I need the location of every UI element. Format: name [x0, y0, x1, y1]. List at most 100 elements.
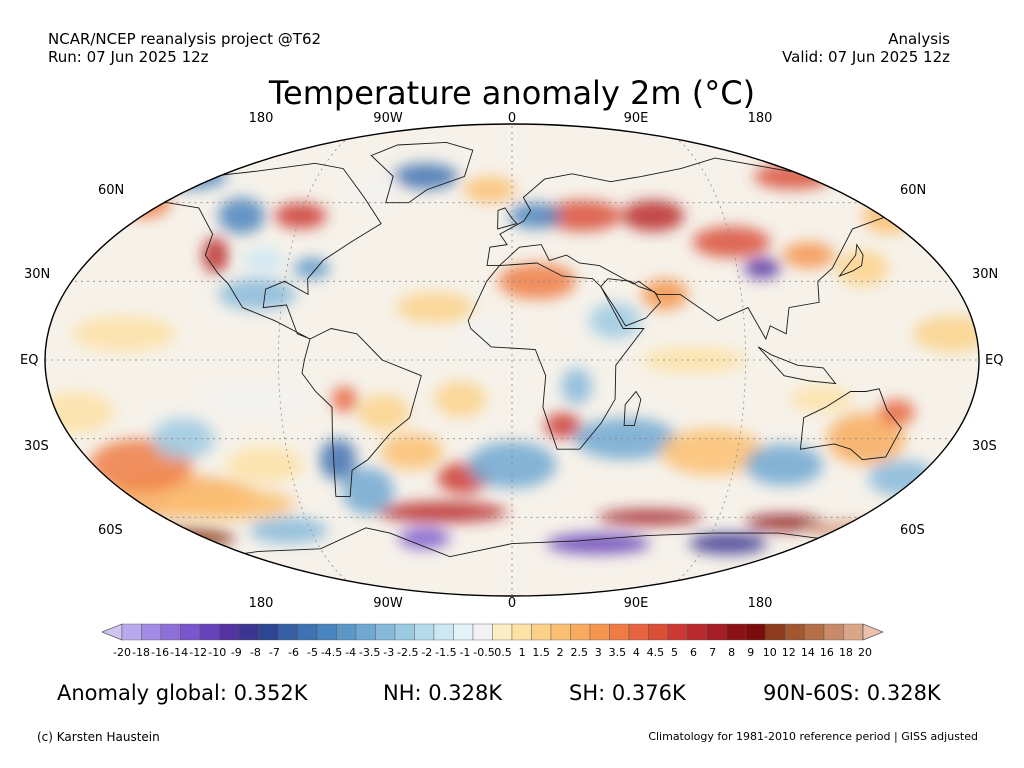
anomaly-patch	[225, 446, 304, 484]
global-anomaly: Anomaly global: 0.352K	[57, 681, 308, 705]
anomaly-patch	[357, 394, 410, 431]
colorbar-tick-label: -4.5	[320, 646, 343, 659]
coastline-japan	[838, 243, 864, 278]
colorbar-tick-label: -16	[151, 646, 170, 659]
anomaly-patch	[597, 509, 702, 526]
colorbar-tick-label: -5	[307, 646, 318, 659]
anomaly-patch	[878, 399, 915, 426]
header-right: Analysis Valid: 07 Jun 2025 12z	[782, 30, 950, 66]
colorbar-tick-label: 2.5	[570, 646, 588, 659]
colorbar-tick-label: -4	[345, 646, 357, 659]
colorbar-tick-label: -7	[268, 646, 280, 659]
anomaly-patch	[660, 428, 765, 476]
anomaly-patch	[862, 197, 915, 234]
anomaly-patch	[331, 386, 358, 413]
anomaly-patch	[274, 202, 327, 229]
lat-label-right-30s: 30S	[972, 439, 997, 454]
anomaly-patch	[826, 412, 905, 465]
band-anomaly: 90N-60S: 0.328K	[763, 681, 941, 705]
lat-label-left-60n: 60N	[98, 183, 125, 198]
lon-label-bottom-0: 0	[507, 596, 517, 611]
lon-label-top-0: 0	[507, 111, 517, 126]
anomaly-patch	[689, 533, 768, 554]
sh-anomaly: SH: 0.376K	[569, 681, 686, 705]
lon-label-top-90w: 90W	[373, 111, 403, 126]
nh-anomaly: NH: 0.328K	[383, 681, 503, 705]
colorbar-tick-label: -0.5	[473, 646, 495, 659]
colorbar-tick-label: 3	[594, 646, 602, 659]
anomaly-patch	[202, 386, 307, 413]
coastline-indonesia	[757, 346, 837, 385]
colorbar-tick-label: -1.5	[435, 646, 457, 659]
coastline-arabia	[600, 278, 661, 327]
data-source: NCAR/NCEP reanalysis project @T62	[48, 30, 322, 48]
anomaly-patch	[543, 200, 622, 232]
lat-label-right-30n: 30N	[972, 267, 999, 282]
anomaly-patch	[621, 200, 685, 232]
anomaly-patch	[357, 176, 399, 203]
anomaly-patch	[561, 368, 593, 405]
colorbar-tick-label: 10	[762, 646, 777, 659]
colorbar-tick-label: 18	[838, 646, 853, 659]
anomaly-patch	[293, 257, 330, 279]
lon-label-top-180w: 180	[248, 111, 274, 126]
colorbar-tick-label: 0.5	[494, 646, 512, 659]
anomaly-patch	[319, 438, 357, 481]
longitude-line	[278, 124, 384, 596]
anomaly-patch	[745, 514, 824, 531]
colorbar-tick-label: -6	[287, 646, 299, 659]
colorbar-tick-label: 3.5	[608, 646, 627, 659]
colorbar-tick-label: 12	[781, 646, 796, 659]
coastline-greenland	[370, 141, 474, 204]
longitude-line	[640, 124, 746, 596]
lon-label-top-90e: 90E	[623, 111, 649, 126]
anomaly-patch	[868, 459, 936, 497]
colorbar-tick-label: 7	[709, 646, 717, 659]
coastline-europe-asia	[486, 157, 908, 341]
map-border	[44, 123, 980, 597]
anomaly-patch	[218, 278, 297, 310]
coastline-africa	[467, 262, 645, 450]
colorbar-tick-label: -20	[113, 646, 131, 659]
lat-label-left-30n: 30N	[24, 267, 51, 282]
lat-label-left-eq: EQ	[20, 353, 39, 368]
anomaly-patch	[396, 292, 474, 324]
anomaly-patch	[218, 197, 265, 234]
coastline-south-america	[301, 328, 422, 497]
colorbar-tick-label: 14	[800, 646, 815, 659]
anomaly-patch	[460, 320, 513, 347]
colorbar-tick-label: 16	[819, 646, 834, 659]
map-title: Temperature anomaly 2m (°C)	[268, 74, 756, 112]
colorbar-tick-label: 1.5	[532, 646, 550, 659]
anomaly-patch	[202, 236, 229, 274]
credit-text: (c) Karsten Haustein	[37, 730, 160, 744]
lon-label-bottom-90e: 90E	[623, 596, 649, 611]
anomaly-patch	[912, 315, 979, 352]
colorbar-tick-label: 9	[747, 646, 755, 659]
valid-time: Valid: 07 Jun 2025 12z	[782, 48, 950, 66]
anomaly-patch	[434, 381, 487, 418]
anomaly-patch	[131, 527, 236, 549]
lon-label-bottom-180w: 180	[248, 596, 274, 611]
anomaly-patch	[242, 247, 285, 274]
colorbar-tick-label: 1	[518, 646, 526, 659]
colorbar-tick-label: 8	[728, 646, 736, 659]
coastline-north-america	[132, 162, 382, 340]
anomaly-patch	[71, 315, 176, 352]
colorbar-tick-label: 5	[670, 646, 678, 659]
anomaly-patch	[782, 242, 835, 269]
graticule	[45, 124, 979, 596]
anomaly-patch	[380, 433, 444, 470]
product-type: Analysis	[888, 30, 950, 48]
anomaly-patch	[398, 527, 451, 549]
lat-label-left-30s: 30S	[24, 439, 49, 454]
lon-label-bottom-90w: 90W	[373, 596, 403, 611]
anomaly-field	[45, 124, 979, 596]
climatology-note: Climatology for 1981-2010 reference peri…	[648, 730, 978, 743]
colorbar-tick-label: -8	[249, 646, 261, 659]
colorbar-tick-label: 20	[858, 646, 872, 659]
lat-label-left-60s: 60S	[98, 523, 123, 538]
lat-label-right-eq: EQ	[985, 353, 1004, 368]
anomaly-patch	[790, 386, 853, 413]
